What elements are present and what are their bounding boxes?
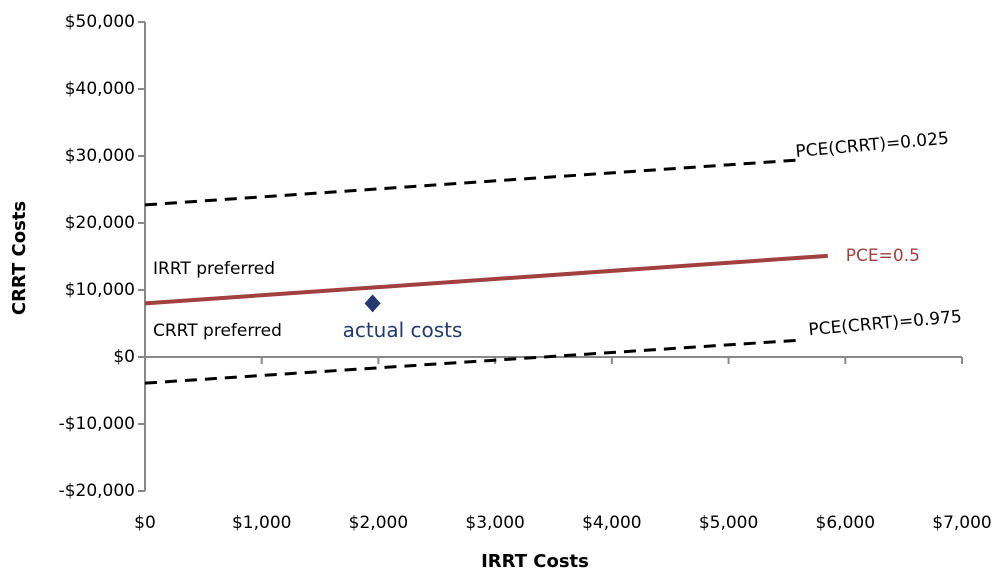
x-tick-label: $0 <box>134 513 156 533</box>
x-tick-label: $7,000 <box>932 513 991 533</box>
x-tick-label: $2,000 <box>349 513 408 533</box>
annotation: IRRT preferred <box>153 259 275 279</box>
y-tick-label: $10,000 <box>65 280 135 300</box>
y-tick-label: $20,000 <box>65 213 135 233</box>
y-tick-label: $40,000 <box>65 79 135 99</box>
annotation: CRRT preferred <box>153 321 282 341</box>
y-axis-title: CRRT Costs <box>9 201 30 315</box>
series-label: PCE=0.5 <box>846 246 920 266</box>
x-tick-label: $6,000 <box>816 513 875 533</box>
y-tick-label: -$10,000 <box>59 414 135 434</box>
series-line <box>144 158 799 207</box>
y-tick-label: $0 <box>113 347 135 367</box>
x-tick-label: $3,000 <box>465 513 524 533</box>
x-tick-label: $4,000 <box>582 513 641 533</box>
series-line <box>144 253 828 306</box>
x-tick-label: $5,000 <box>699 513 758 533</box>
data-point <box>364 294 381 313</box>
series-label: PCE(CRRT)=0.025 <box>795 129 950 162</box>
y-tick-label: $50,000 <box>65 12 135 32</box>
y-tick-label: $30,000 <box>65 146 135 166</box>
series-line <box>144 338 799 385</box>
series-label: actual costs <box>343 318 463 342</box>
x-tick-label: $1,000 <box>232 513 291 533</box>
series-label: PCE(CRRT)=0.975 <box>808 307 963 340</box>
y-tick-label: -$20,000 <box>59 481 135 501</box>
x-axis-title: IRRT Costs <box>481 551 589 572</box>
